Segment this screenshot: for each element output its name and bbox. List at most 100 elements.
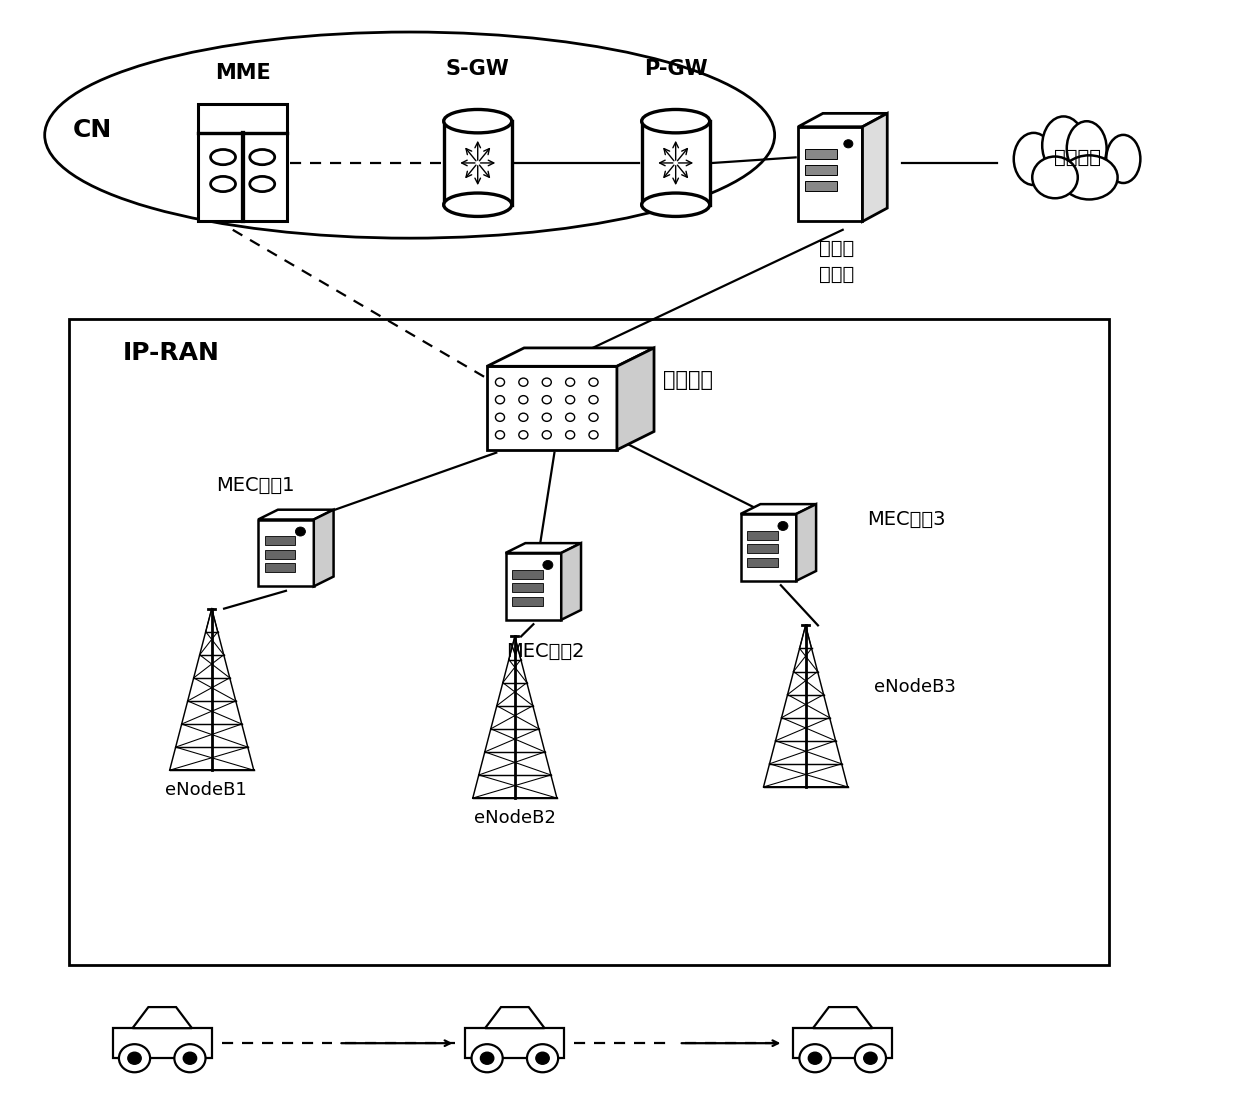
Bar [198,105,288,221]
Circle shape [518,395,528,404]
Circle shape [565,413,574,421]
Text: 车辆网云: 车辆网云 [1054,147,1101,166]
Circle shape [119,1044,150,1072]
Text: MME: MME [215,63,270,83]
Bar [69,319,1109,965]
Bar [506,553,562,620]
Ellipse shape [211,150,236,164]
Polygon shape [618,347,653,450]
Polygon shape [314,509,334,586]
Circle shape [128,1052,141,1065]
Bar [444,121,512,204]
Circle shape [175,1044,206,1072]
Text: MEC节点2: MEC节点2 [506,642,585,661]
Bar [805,181,837,191]
Bar [113,1028,212,1058]
Circle shape [854,1044,887,1072]
Circle shape [542,413,552,421]
Polygon shape [813,1008,873,1028]
Circle shape [496,378,505,386]
Ellipse shape [1106,135,1141,183]
Text: S-GW: S-GW [446,59,510,79]
Circle shape [589,431,598,439]
Bar [487,366,618,450]
Ellipse shape [1042,116,1085,174]
Bar [265,550,295,558]
Polygon shape [258,509,334,519]
Polygon shape [796,504,816,581]
Circle shape [542,431,552,439]
Polygon shape [506,543,582,553]
Ellipse shape [249,176,275,192]
Circle shape [565,378,574,386]
Ellipse shape [1060,155,1117,200]
Circle shape [518,431,528,439]
Polygon shape [740,504,816,514]
Bar [740,514,796,581]
Text: P-GW: P-GW [644,59,708,79]
Circle shape [184,1052,197,1065]
Text: MEC节点3: MEC节点3 [868,510,946,529]
Ellipse shape [249,150,275,164]
Text: 汇聚节点: 汇聚节点 [663,370,713,390]
Bar [805,165,837,175]
Polygon shape [133,1008,192,1028]
Bar [465,1028,564,1058]
Polygon shape [562,543,582,620]
Bar [794,1028,893,1058]
Ellipse shape [1066,122,1106,175]
Bar [805,149,837,159]
Text: MEC节点1: MEC节点1 [216,476,294,495]
Bar [265,536,295,545]
Circle shape [536,1052,549,1065]
Circle shape [542,378,552,386]
Circle shape [518,413,528,421]
Bar [512,596,543,605]
Circle shape [864,1052,877,1065]
Bar [748,531,777,540]
Ellipse shape [641,109,709,133]
Circle shape [496,431,505,439]
Text: IP-RAN: IP-RAN [123,341,219,365]
Circle shape [777,522,787,531]
Text: CN: CN [73,117,113,142]
Polygon shape [485,1008,544,1028]
Bar [641,121,709,204]
Circle shape [496,413,505,421]
Circle shape [543,561,553,570]
Text: eNodeB3: eNodeB3 [874,678,956,696]
Ellipse shape [444,109,512,133]
Circle shape [844,140,853,147]
Text: 中心处
理节点: 中心处 理节点 [818,239,854,284]
Bar [258,519,314,586]
Bar [748,557,777,566]
Bar [748,544,777,553]
Text: eNodeB2: eNodeB2 [474,809,556,828]
Circle shape [565,395,574,404]
Bar [799,126,863,221]
Circle shape [565,431,574,439]
Ellipse shape [1032,156,1078,198]
Text: eNodeB1: eNodeB1 [165,782,247,800]
Circle shape [496,395,505,404]
Circle shape [295,527,305,536]
Bar [512,583,543,592]
Polygon shape [799,113,888,126]
Ellipse shape [1014,133,1054,185]
Circle shape [589,378,598,386]
Ellipse shape [211,176,236,192]
Circle shape [480,1052,494,1065]
Circle shape [471,1044,502,1072]
Ellipse shape [45,32,775,238]
Circle shape [518,378,528,386]
Circle shape [589,413,598,421]
Polygon shape [487,347,653,366]
Bar [512,570,543,579]
Circle shape [542,395,552,404]
Ellipse shape [444,193,512,217]
Circle shape [800,1044,831,1072]
Circle shape [589,395,598,404]
Polygon shape [863,113,888,221]
Ellipse shape [641,193,709,217]
Bar [265,563,295,572]
